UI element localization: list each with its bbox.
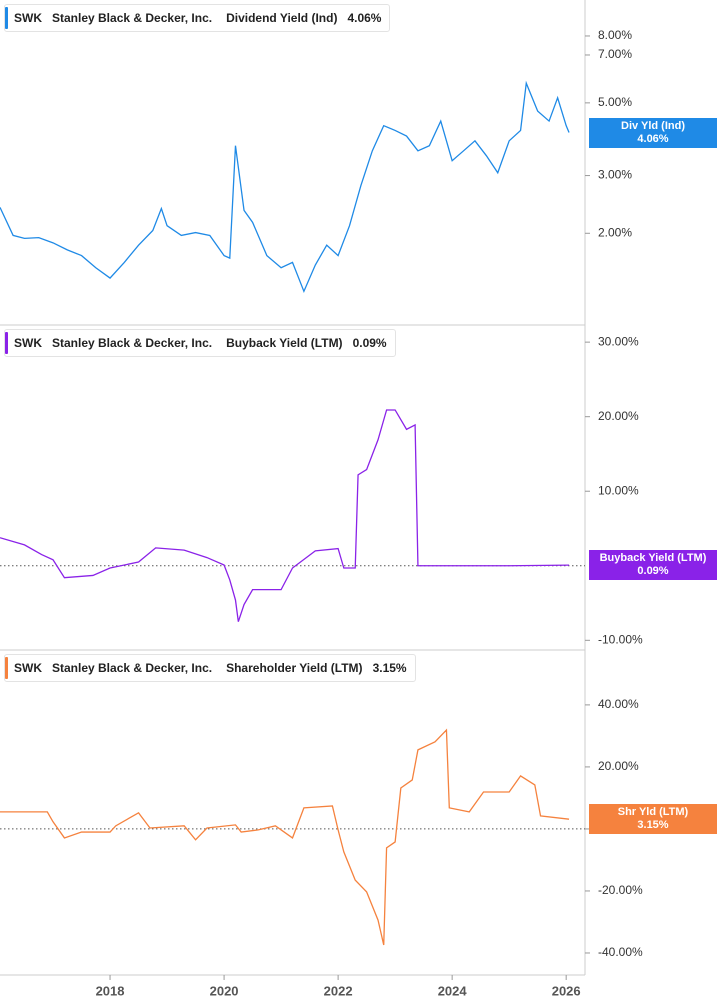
company: Stanley Black & Decker, Inc.: [52, 336, 213, 350]
company: Stanley Black & Decker, Inc.: [52, 661, 213, 675]
series-name: Shareholder Yield (LTM): [226, 661, 363, 675]
x-tick-label: 2020: [210, 983, 239, 998]
end-label: Shr Yld (LTM) 3.15%: [589, 804, 717, 835]
y-tick-label: 20.00%: [598, 759, 639, 773]
legend-header: SWK Stanley Black & Decker, Inc. Sharehold…: [4, 654, 416, 682]
y-tick-label: -10.00%: [598, 632, 643, 646]
y-tick-label: 5.00%: [598, 95, 632, 109]
y-tick-label: 20.00%: [598, 409, 639, 423]
legend-swatch: [5, 7, 8, 29]
end-label-value: 3.15%: [637, 819, 669, 832]
x-tick-label: 2022: [324, 983, 353, 998]
y-tick-label: 30.00%: [598, 334, 639, 348]
legend-header: SWK Stanley Black & Decker, Inc. Dividend …: [4, 4, 391, 32]
ticker: SWK: [14, 661, 42, 675]
legend-swatch: [5, 657, 8, 679]
y-tick-label: 7.00%: [598, 47, 632, 61]
y-tick-label: 8.00%: [598, 28, 632, 42]
y-tick-label: 40.00%: [598, 697, 639, 711]
series-line: [0, 409, 570, 622]
y-tick-label: 3.00%: [598, 168, 632, 182]
x-tick-label: 2026: [552, 983, 581, 998]
series-name: Dividend Yield (Ind): [226, 11, 338, 25]
ticker: SWK: [14, 11, 42, 25]
ticker: SWK: [14, 336, 42, 350]
series-name: Buyback Yield (LTM): [226, 336, 343, 350]
end-label: Div Yld (Ind) 4.06%: [589, 117, 717, 148]
series-line: [0, 80, 570, 294]
x-tick-label: 2018: [96, 983, 125, 998]
end-label: Buyback Yield (LTM) 0.09%: [589, 550, 717, 581]
x-tick-label: 2024: [438, 983, 468, 998]
legend-swatch: [5, 332, 8, 354]
y-tick-label: -40.00%: [598, 945, 643, 959]
y-tick-label: -20.00%: [598, 883, 643, 897]
company: Stanley Black & Decker, Inc.: [52, 11, 213, 25]
end-label-value: 4.06%: [637, 132, 669, 145]
end-label-name: Buyback Yield (LTM): [599, 552, 707, 565]
series-value: 3.15%: [372, 661, 407, 675]
end-label-name: Div Yld (Ind): [621, 119, 685, 132]
series-value: 4.06%: [347, 11, 382, 25]
legend-header: SWK Stanley Black & Decker, Inc. Buyback Y…: [4, 329, 396, 357]
series-value: 0.09%: [352, 336, 387, 350]
y-tick-label: 10.00%: [598, 483, 639, 497]
end-label-name: Shr Yld (LTM): [617, 806, 689, 819]
end-label-value: 0.09%: [637, 565, 669, 578]
y-tick-label: 2.00%: [598, 225, 632, 239]
series-line: [0, 728, 570, 946]
